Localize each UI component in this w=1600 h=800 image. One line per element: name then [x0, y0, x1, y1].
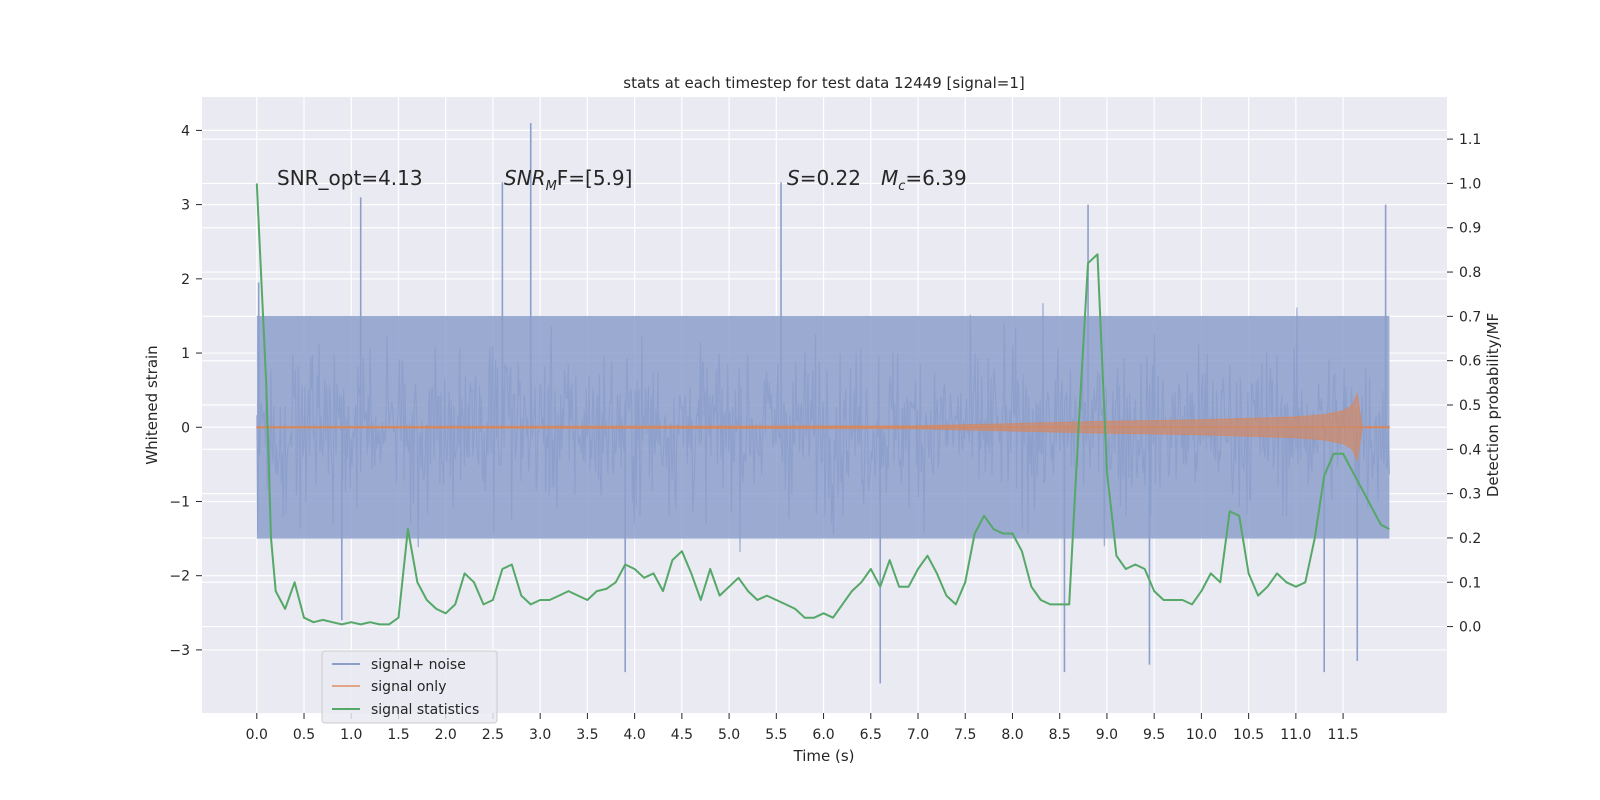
right-y-tick-label: 0.6: [1459, 354, 1481, 370]
left-y-axis-label: Whitened strain: [143, 345, 161, 464]
x-tick-label: 8.5: [1049, 727, 1071, 743]
left-y-tick-label: 0: [181, 420, 190, 436]
x-tick-label: 1.0: [340, 727, 362, 743]
right-y-tick-label: 0.7: [1459, 309, 1481, 325]
x-axis-ticks: 0.0 0.5 1.0 1.5 2.0 2.5 3.0 3.5 4.0 4.5 5.0 5.5 6.0 6…: [246, 713, 1359, 743]
x-tick-label: 8.0: [1001, 727, 1023, 743]
x-tick-label: 10.5: [1233, 727, 1264, 743]
x-tick-label: 7.5: [954, 727, 976, 743]
x-tick-label: 11.0: [1280, 727, 1311, 743]
annotation-snr-opt: SNR_opt=4.13: [277, 166, 423, 190]
right-y-tick-label: 0.3: [1459, 487, 1481, 503]
x-tick-label: 3.5: [576, 727, 598, 743]
x-tick-label: 1.5: [387, 727, 409, 743]
chart-title: stats at each timestep for test data 124…: [623, 74, 1024, 92]
x-tick-label: 9.0: [1096, 727, 1118, 743]
x-tick-label: 11.5: [1328, 727, 1359, 743]
signal-noise-line: [256, 303, 1390, 553]
x-tick-label: 5.0: [718, 727, 740, 743]
x-tick-label: 9.5: [1143, 727, 1165, 743]
left-y-tick-label: −3: [169, 643, 190, 659]
x-tick-label: 4.5: [671, 727, 693, 743]
legend: signal+ noise signal only signal statist…: [321, 650, 498, 724]
legend-label-signal-statistics: signal statistics: [371, 702, 479, 718]
right-y-axis-label: Detection probability/MF: [1484, 313, 1502, 497]
x-tick-label: 4.0: [623, 727, 645, 743]
right-y-tick-label: 0.9: [1459, 221, 1481, 237]
right-y-tick-label: 0.1: [1459, 575, 1481, 591]
left-y-tick-label: −1: [169, 494, 190, 510]
left-y-tick-label: −2: [169, 569, 190, 585]
annotation-snr-mf: SNRMF=[5.9]: [504, 166, 632, 194]
x-tick-label: 2.0: [435, 727, 457, 743]
left-y-tick-label: 3: [181, 198, 190, 214]
legend-label-signal-noise: signal+ noise: [371, 657, 466, 673]
signal-only-series: [256, 392, 1390, 463]
x-tick-label: 0.0: [246, 727, 268, 743]
right-y-tick-label: 0.0: [1459, 620, 1481, 636]
right-y-tick-label: 1.0: [1459, 176, 1481, 192]
left-y-tick-label: 1: [181, 346, 190, 362]
x-tick-label: 3.0: [529, 727, 551, 743]
signal-statistics-series: [255, 183, 1390, 626]
right-y-tick-label: 0.2: [1459, 531, 1481, 547]
annotations: SNR_opt=4.13 SNRMF=[5.9] S=0.22 Mc=6.39: [277, 166, 967, 194]
right-y-tick-label: 0.8: [1459, 265, 1481, 281]
right-y-tick-label: 0.4: [1459, 442, 1481, 458]
legend-label-signal-only: signal only: [371, 679, 446, 695]
right-y-tick-label: 1.1: [1459, 132, 1481, 148]
x-tick-label: 6.5: [860, 727, 882, 743]
right-y-axis-ticks: 1.1 1.0 0.9 0.8 0.7 0.6 0.5 0.4 0.3 0.2 0.1 0.0: [1447, 132, 1481, 636]
left-y-tick-label: 4: [181, 123, 190, 139]
x-tick-label: 7.0: [907, 727, 929, 743]
x-tick-label: 10.0: [1186, 727, 1217, 743]
annotation-s: S=0.22: [787, 166, 861, 190]
x-tick-label: 2.5: [482, 727, 504, 743]
x-tick-label: 0.5: [293, 727, 315, 743]
x-tick-label: 5.5: [765, 727, 787, 743]
left-y-tick-label: 2: [181, 272, 190, 288]
x-axis-label: Time (s): [793, 747, 855, 765]
left-y-axis-ticks: 4 3 2 1 0 −1 −2 −3: [169, 123, 202, 659]
right-y-tick-label: 0.5: [1459, 398, 1481, 414]
signal-statistics-line: [255, 183, 1390, 626]
legend-box: [321, 650, 498, 724]
annotation-mc: Mc=6.39: [881, 166, 967, 194]
x-tick-label: 6.0: [812, 727, 834, 743]
